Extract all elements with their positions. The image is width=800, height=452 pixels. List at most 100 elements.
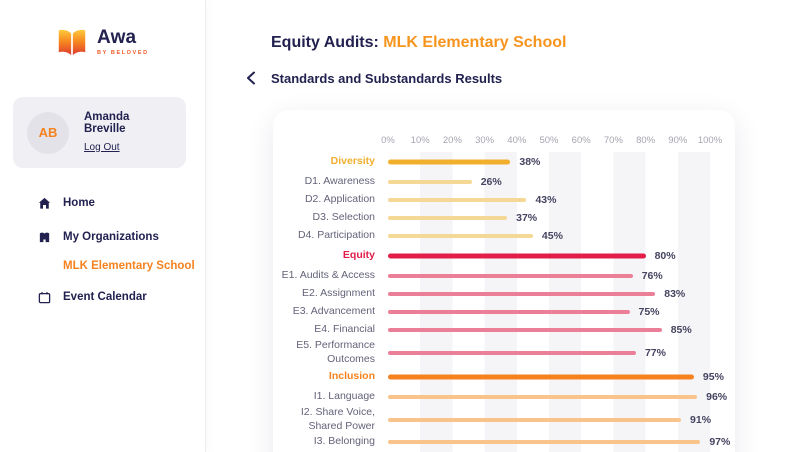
row-plot: 45% bbox=[388, 227, 710, 245]
axis-tick-label: 90% bbox=[668, 135, 688, 146]
chart-section-row: Equity 80% bbox=[273, 247, 735, 265]
bar bbox=[388, 216, 508, 220]
chart-axis: 0% 10% 20% 30% 40% 50% 60% 70% 80% 90% 100% bbox=[273, 135, 735, 148]
bar-value: 43% bbox=[535, 194, 557, 206]
sidebar-item-event-calendar[interactable]: Event Calendar bbox=[0, 287, 205, 307]
back-button[interactable] bbox=[243, 70, 259, 86]
subheader: Standards and Substandards Results bbox=[243, 70, 502, 86]
bar-value: 77% bbox=[644, 346, 666, 359]
bar-value: 96% bbox=[706, 391, 728, 403]
row-label: E3. Advancement bbox=[292, 305, 375, 318]
bar bbox=[388, 374, 694, 380]
page-title-prefix: Equity Audits: bbox=[271, 34, 384, 51]
bar bbox=[388, 274, 633, 278]
sidebar-item-label: Home bbox=[63, 197, 95, 209]
sidebar-item-home[interactable]: Home bbox=[0, 193, 205, 213]
user-card: AB Amanda Breville Log Out bbox=[13, 97, 186, 168]
row-plot: 83% bbox=[388, 285, 710, 303]
bar bbox=[388, 159, 511, 165]
user-meta: Amanda Breville Log Out bbox=[84, 111, 172, 155]
bar bbox=[388, 180, 472, 184]
sidebar: Awa BY BELOVED AB Amanda Breville Log Ou… bbox=[0, 0, 206, 452]
axis-tick-label: 0% bbox=[381, 135, 395, 146]
chart-section-row: Diversity 38% bbox=[273, 153, 735, 171]
bar bbox=[388, 328, 662, 332]
row-label: D4. Participation bbox=[297, 229, 375, 242]
bar-value: 85% bbox=[670, 324, 692, 336]
bar bbox=[388, 198, 527, 202]
chart-sub-row: I1. Language 96% bbox=[273, 388, 735, 406]
axis-tick-label: 100% bbox=[697, 135, 723, 146]
sidebar-item-mlk-elementary-school[interactable]: MLK Elementary School bbox=[63, 260, 195, 272]
main-content: Equity Audits: MLK Elementary School Sta… bbox=[207, 0, 800, 452]
logout-link[interactable]: Log Out bbox=[84, 141, 120, 153]
chart-sub-row: I2. Share Voice, Shared Power 91% bbox=[273, 406, 735, 433]
row-plot: 80% bbox=[388, 247, 710, 265]
bar-value: 80% bbox=[654, 250, 676, 262]
brand-text: Awa BY BELOVED bbox=[97, 28, 149, 56]
page-title-school: MLK Elementary School bbox=[383, 34, 567, 51]
results-chart-card: 0% 10% 20% 30% 40% 50% 60% 70% 80% 90% 100% Divers… bbox=[273, 110, 735, 452]
user-name: Amanda Breville bbox=[84, 110, 130, 135]
row-label: D3. Selection bbox=[312, 211, 375, 224]
row-label: E2. Assignment bbox=[302, 287, 375, 300]
row-label: I1. Language bbox=[313, 390, 375, 403]
chart-sub-row: D1. Awareness 26% bbox=[273, 173, 735, 191]
chevron-left-icon bbox=[247, 71, 255, 85]
chart-sub-row: D3. Selection 37% bbox=[273, 209, 735, 227]
axis-ticks: 0% 10% 20% 30% 40% 50% 60% 70% 80% 90% 100% bbox=[381, 135, 722, 148]
row-plot: 85% bbox=[388, 321, 710, 339]
row-label: D2. Application bbox=[304, 193, 375, 206]
row-plot: 75% bbox=[388, 303, 710, 321]
axis-tick-label: 40% bbox=[507, 135, 527, 146]
row-plot: 76% bbox=[388, 267, 710, 285]
row-plot: 95% bbox=[388, 368, 724, 386]
row-plot: 43% bbox=[388, 191, 710, 209]
row-plot: 91% bbox=[388, 406, 712, 433]
brand-name: Awa bbox=[97, 27, 137, 48]
row-label: E5. Performance Outcomes bbox=[296, 339, 375, 365]
sidebar-nav: Home My Organizations MLK Elementary Sch… bbox=[0, 193, 205, 307]
sidebar-item-my-organizations[interactable]: My Organizations bbox=[0, 227, 205, 247]
bar bbox=[388, 395, 698, 399]
row-label: I3. Belonging bbox=[313, 435, 375, 448]
chart-sub-row: E5. Performance Outcomes 77% bbox=[273, 339, 735, 366]
brand-logo: Awa BY BELOVED bbox=[56, 26, 205, 58]
avatar: AB bbox=[27, 111, 69, 154]
organizations-icon bbox=[38, 231, 51, 244]
brand-tagline: BY BELOVED bbox=[97, 50, 149, 56]
chart-rows: Diversity 38% D1. Awareness 26% D2. Applicat… bbox=[273, 153, 735, 451]
row-label: Inclusion bbox=[328, 370, 375, 383]
axis-tick-label: 20% bbox=[442, 135, 462, 146]
bar bbox=[388, 350, 636, 355]
page-title: Equity Audits: MLK Elementary School bbox=[271, 34, 566, 52]
row-label: Equity bbox=[342, 249, 375, 262]
bar-value: 38% bbox=[519, 156, 541, 168]
bar-value: 95% bbox=[702, 371, 724, 383]
row-label: I2. Share Voice, Shared Power bbox=[300, 406, 375, 432]
bar-value: 83% bbox=[664, 288, 686, 300]
row-plot: 37% bbox=[388, 209, 710, 227]
bar-value: 76% bbox=[641, 270, 663, 282]
bar-value: 37% bbox=[516, 212, 538, 224]
axis-tick-label: 50% bbox=[539, 135, 559, 146]
chart-gridband-background bbox=[388, 152, 710, 452]
row-label: Diversity bbox=[330, 155, 375, 168]
row-label: E1. Audits & Access bbox=[281, 269, 375, 282]
calendar-icon bbox=[38, 291, 51, 304]
bar bbox=[388, 417, 682, 422]
row-plot: 96% bbox=[388, 388, 727, 406]
sidebar-item-label: Event Calendar bbox=[63, 291, 147, 303]
sidebar-item-label: My Organizations bbox=[63, 231, 159, 243]
axis-tick-label: 10% bbox=[410, 135, 430, 146]
bar bbox=[388, 310, 630, 314]
bar bbox=[388, 253, 646, 259]
row-plot: 26% bbox=[388, 173, 710, 191]
bar-value: 91% bbox=[690, 413, 712, 426]
bar bbox=[388, 234, 533, 238]
subheader-title: Standards and Substandards Results bbox=[271, 70, 503, 86]
row-plot: 38% bbox=[388, 153, 710, 171]
bar bbox=[388, 440, 701, 444]
book-logo-icon bbox=[58, 29, 86, 56]
